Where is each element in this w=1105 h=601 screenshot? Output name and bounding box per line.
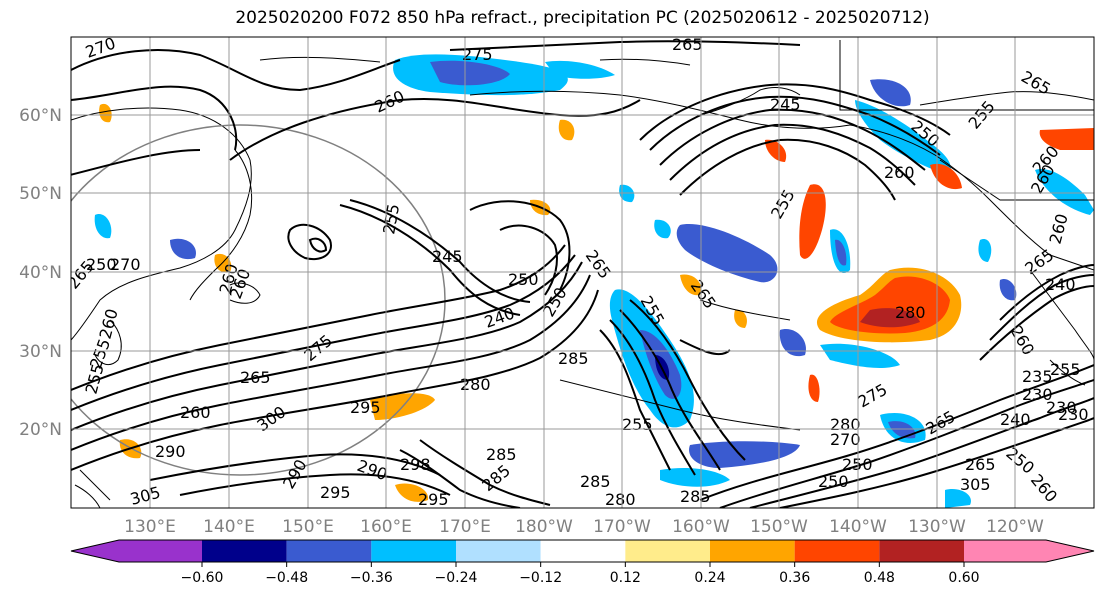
contour-label: 250 [508,270,539,289]
contour-label: 285 [580,472,611,491]
contour-label: 285 [558,349,589,368]
contour-label: 295 [418,490,449,509]
colorbar-tick-label: −0.12 [519,570,562,586]
lon-label: 140°E [203,517,255,537]
colorbar: −0.60 −0.48 −0.36 −0.24 −0.12 0.12 0.24 0.36 0.4… [70,539,1095,586]
contour-label: 280 [895,303,926,322]
colorbar-outline [70,539,1095,563]
colorbar-tick-label: −0.24 [435,570,478,586]
lat-label: 20°N [19,420,62,440]
colorbar-segment [71,540,202,562]
lon-label: 150°W [750,517,808,537]
contour-label: 285 [486,445,517,464]
lat-label: 60°N [19,106,62,126]
contour-label: 280 [605,490,636,509]
colorbar-tick-label: 0.48 [864,570,895,586]
contour-label: 260 [180,403,211,422]
lon-label: 130°W [908,517,966,537]
map-frame [70,36,1095,509]
colorbar-segment [371,540,456,562]
gridlines [71,37,1094,508]
contour-label: 265 [240,368,271,387]
colorbar-segment [625,540,710,562]
lat-label: 30°N [19,342,62,362]
contour-label: 298 [400,455,431,474]
colorbar-tick-label: −0.60 [181,570,224,586]
highlight-circle [71,124,446,476]
contour-label: 240 [1045,275,1076,294]
colorbar-tick-label: 0.36 [779,570,810,586]
contour-label: 230 [1022,385,1053,404]
contour-label: 290 [155,442,186,461]
colorbar-segment [964,540,1094,562]
contour-label: 265 [672,35,703,54]
contour-label: 230 [1046,398,1077,417]
coastlines [71,40,1094,508]
contour-label: 250 [842,455,873,474]
colorbar-segment [794,540,880,562]
colorbar-segment [286,540,372,562]
lon-label: 160°W [672,517,730,537]
latitude-labels: 60°N 50°N 40°N 30°N 20°N [19,106,62,440]
lon-label: 170°W [593,517,651,537]
lon-label: 120°W [986,517,1044,537]
contour-label: 285 [680,487,711,506]
contour-label: 255 [622,415,653,434]
contour-label: 270 [830,430,861,449]
lon-label: 140°W [829,517,887,537]
colorbar-tick-label: −0.36 [350,570,393,586]
contour-label: 260 [884,163,915,182]
contour-label: 250 [818,472,849,491]
map-title: 2025020200 F072 850 hPa refract., precip… [235,8,930,28]
colorbar-tick-label: 0.12 [610,570,641,586]
contour-label: 245 [432,247,463,266]
contour-label: 245 [770,95,801,114]
contour-label: 235 [1022,367,1053,386]
colorbar-segment [540,540,626,562]
map-plot-area: 270 275 265 265 260 245 250 255 260 260 … [71,35,1094,509]
lat-label: 40°N [19,263,62,283]
lon-label: 130°E [124,517,176,537]
colorbar-segment [202,540,287,562]
contour-label: 265 [965,455,996,474]
longitude-labels: 130°E 140°E 150°E 160°E 170°E 180°W 170°… [124,517,1044,537]
thin-contours [259,56,801,431]
contour-label: 255 [1050,360,1081,379]
lat-label: 50°N [19,184,62,204]
colorbar-tick-label: −0.48 [265,570,308,586]
contour-label: 275 [462,45,493,64]
contour-label: 295 [350,398,381,417]
contour-label: 230 [1058,405,1089,424]
colorbar-segment [456,540,541,562]
colorbar-tick-label: 0.60 [948,570,979,586]
contour-label: 280 [460,375,491,394]
contour-label: 295 [320,483,351,502]
lon-label: 180°W [515,517,573,537]
lon-label: 150°E [282,517,334,537]
colorbar-tick-label: 0.24 [694,570,725,586]
contour-label: 250 [86,255,117,274]
contour-label: 305 [960,475,991,494]
colorbar-segment [879,540,964,562]
lon-label: 170°E [439,517,491,537]
colorbar-segment [710,540,795,562]
lon-label: 160°E [360,517,412,537]
contour-label: 270 [110,255,141,274]
